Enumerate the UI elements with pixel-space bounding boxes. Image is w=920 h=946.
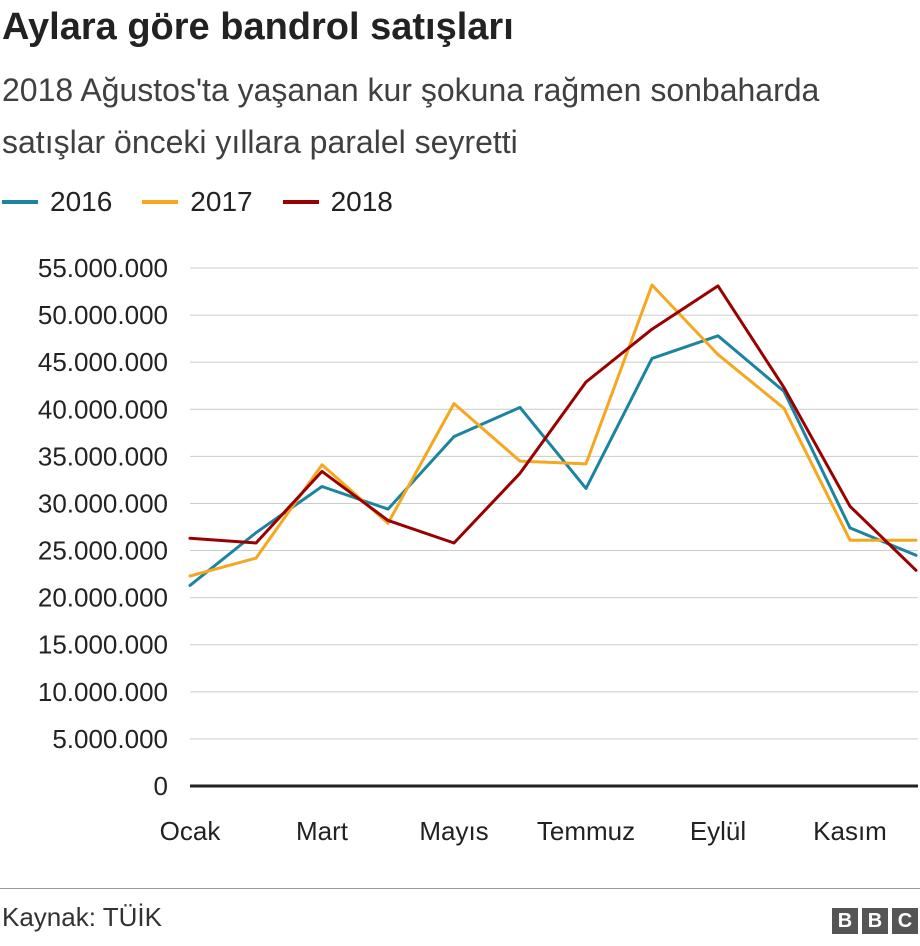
y-tick-label: 25.000.000: [38, 536, 168, 566]
legend-item-2017: 2017: [142, 186, 253, 218]
y-tick-label: 10.000.000: [38, 677, 168, 707]
legend-item-2016: 2016: [2, 186, 112, 218]
y-tick-label: 5.000.000: [52, 724, 168, 754]
legend-swatch-2016: [2, 200, 38, 204]
x-tick-label: Temmuz: [537, 816, 635, 846]
series-line-2017: [188, 283, 918, 578]
x-tick-label: Ocak: [160, 816, 222, 846]
y-tick-label: 30.000.000: [38, 488, 168, 518]
x-tick-label: Kasım: [813, 816, 887, 846]
y-tick-label: 0: [154, 771, 168, 801]
bbc-logo-letter: B: [862, 908, 888, 934]
bbc-logo-letter: B: [832, 908, 858, 934]
legend-swatch-2017: [142, 200, 179, 204]
legend-swatch-2018: [282, 200, 319, 204]
x-tick-label: Mayıs: [419, 816, 488, 846]
y-tick-label: 15.000.000: [38, 630, 168, 660]
source-note: Kaynak: TÜİK: [2, 902, 162, 932]
y-tick-label: 40.000.000: [38, 394, 168, 424]
bbc-logo-letter: C: [892, 908, 918, 934]
bbc-logo: B B C: [828, 908, 918, 934]
chart-title: Aylara göre bandrol satışları: [2, 6, 514, 48]
legend: 2016 2017 2018: [2, 182, 423, 222]
legend-label-2017: 2017: [190, 186, 253, 217]
y-tick-label: 35.000.000: [38, 441, 168, 471]
series-line-2016: [188, 334, 918, 587]
footer-divider: [0, 888, 920, 889]
legend-item-2018: 2018: [282, 186, 393, 218]
chart-subtitle: 2018 Ağustos'ta yaşanan kur şokuna rağme…: [2, 72, 820, 160]
legend-label-2016: 2016: [50, 186, 113, 217]
x-tick-label: Mart: [296, 816, 349, 846]
y-tick-label: 20.000.000: [38, 583, 168, 613]
line-chart: 0 5.000.000 10.000.000 15.000.000 20.000.000…: [38, 253, 918, 846]
x-tick-label: Eylül: [690, 816, 746, 846]
y-tick-label: 50.000.000: [38, 300, 168, 330]
y-tick-label: 55.000.000: [38, 253, 168, 283]
legend-label-2018: 2018: [330, 186, 393, 217]
y-tick-label: 45.000.000: [38, 347, 168, 377]
series-line-2018: [188, 284, 918, 572]
